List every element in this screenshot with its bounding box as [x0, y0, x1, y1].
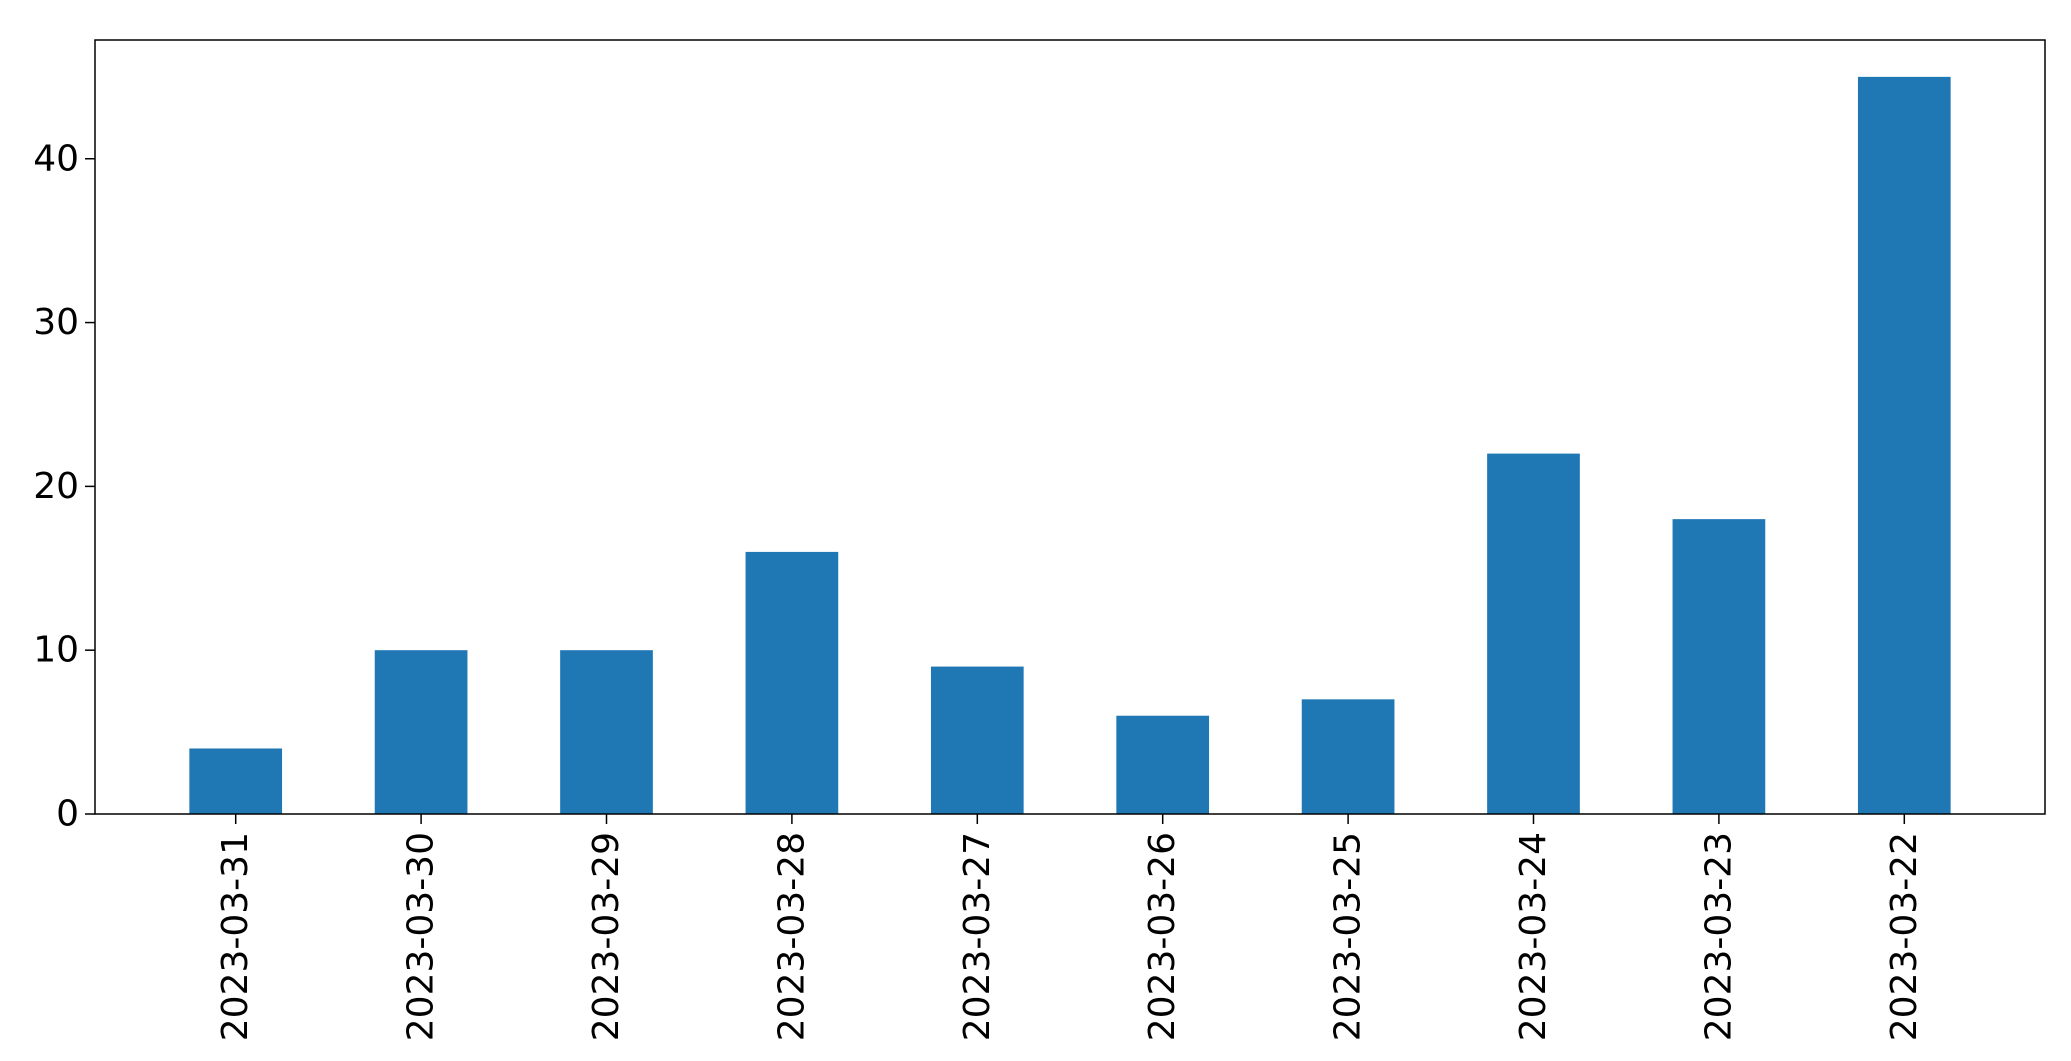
- bar-2023-03-23: [1672, 519, 1766, 814]
- plot-area-frame: [94, 39, 2046, 815]
- bar-2023-03-26: [1116, 715, 1210, 814]
- bars-group: [189, 76, 1951, 815]
- bar-2023-03-29: [560, 650, 653, 814]
- x-tick-label: 2023-03-25: [1328, 832, 1369, 1041]
- x-tick-label: 2023-03-27: [957, 832, 998, 1041]
- bar-2023-03-31: [189, 748, 283, 814]
- bar-2023-03-27: [930, 666, 1024, 814]
- bar-2023-03-28: [745, 551, 839, 814]
- x-tick-label: 2023-03-28: [771, 832, 812, 1041]
- y-tick-label: 30: [33, 302, 79, 343]
- x-tick-label: 2023-03-30: [401, 832, 442, 1041]
- y-tick-label: 0: [56, 794, 79, 835]
- y-tick-label: 20: [33, 466, 79, 507]
- x-tick-label: 2023-03-22: [1884, 832, 1925, 1041]
- y-tick-label: 40: [33, 138, 79, 179]
- x-tick-label: 2023-03-26: [1142, 832, 1183, 1041]
- y-axis-ticks: 0 10 20 30 40: [33, 138, 95, 835]
- bar-2023-03-22: [1857, 76, 1951, 815]
- y-tick-label: 10: [33, 630, 79, 671]
- x-axis-ticks: 2023-03-31 2023-03-30 2023-03-29 2023-03-28…: [215, 814, 1925, 1041]
- x-tick-label: 2023-03-24: [1513, 832, 1554, 1041]
- bar-2023-03-25: [1301, 699, 1395, 814]
- bar-2023-03-30: [374, 650, 468, 814]
- x-tick-label: 2023-03-31: [215, 832, 256, 1041]
- x-tick-label: 2023-03-29: [586, 832, 627, 1041]
- bar-2023-03-24: [1487, 453, 1580, 814]
- x-tick-label: 2023-03-23: [1698, 832, 1739, 1041]
